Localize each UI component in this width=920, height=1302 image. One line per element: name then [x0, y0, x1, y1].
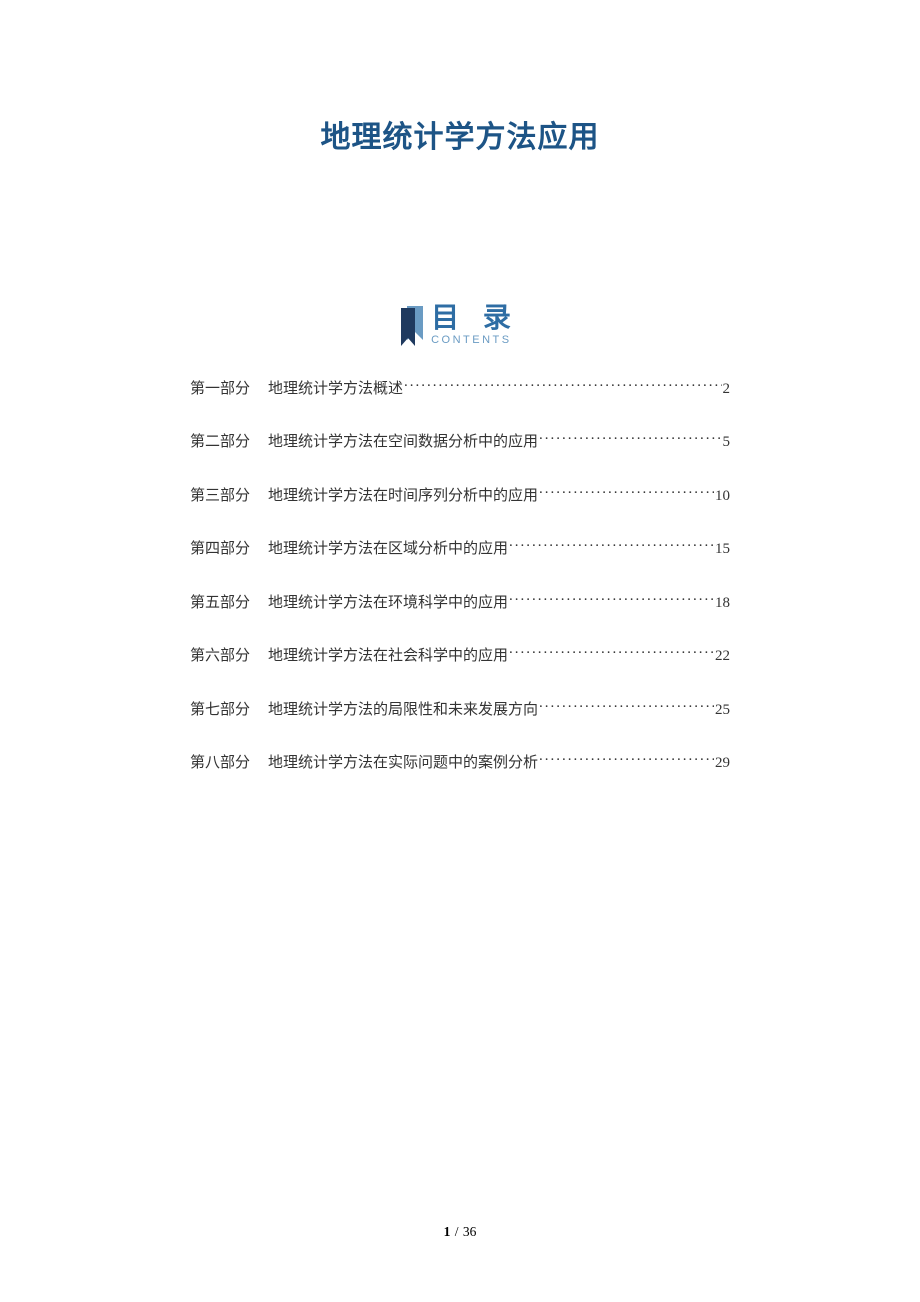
toc-leader-dots: [509, 537, 714, 554]
toc-part-label: 第七部分: [190, 700, 250, 721]
toc-row[interactable]: 第六部分地理统计学方法在社会科学中的应用 22: [190, 644, 730, 668]
document-title: 地理统计学方法应用: [120, 112, 800, 156]
toc-entry-title: 地理统计学方法的局限性和未来发展方向: [268, 700, 538, 721]
toc-sublabel: CONTENTS: [431, 334, 512, 346]
toc-part-label: 第三部分: [190, 486, 250, 507]
toc-bookmark-icon: [401, 306, 423, 346]
toc-row[interactable]: 第二部分地理统计学方法在空间数据分析中的应用 5: [190, 430, 730, 454]
toc-entry-title: 地理统计学方法在社会科学中的应用: [268, 646, 508, 667]
footer-current-page: 1: [444, 1224, 451, 1239]
toc-leader-dots: [404, 376, 721, 393]
toc-label-wrap: 目 录 CONTENTS: [431, 304, 519, 346]
toc-part-label: 第一部分: [190, 379, 250, 400]
toc-page-number: 22: [715, 646, 730, 667]
toc-part-label: 第二部分: [190, 432, 250, 453]
toc-entry-title: 地理统计学方法在区域分析中的应用: [268, 539, 508, 560]
toc-part-label: 第四部分: [190, 539, 250, 560]
toc-row[interactable]: 第八部分地理统计学方法在实际问题中的案例分析 29: [190, 751, 730, 775]
toc-icon-front: [401, 308, 415, 346]
toc-leader-dots: [539, 751, 714, 768]
toc-part-label: 第八部分: [190, 753, 250, 774]
toc-list: 第一部分地理统计学方法概述 2 第二部分地理统计学方法在空间数据分析中的应用 5 第三部…: [120, 376, 800, 774]
toc-label: 目 录: [431, 304, 519, 332]
toc-leader-dots: [509, 644, 714, 661]
page: 地理统计学方法应用 目 录 CONTENTS 第一部分地理统计学方法概述 2 第二部…: [0, 0, 920, 1302]
toc-entry-title: 地理统计学方法概述: [268, 379, 403, 400]
toc-row[interactable]: 第四部分地理统计学方法在区域分析中的应用 15: [190, 537, 730, 561]
toc-row[interactable]: 第一部分地理统计学方法概述 2: [190, 376, 730, 400]
toc-entry-title: 地理统计学方法在环境科学中的应用: [268, 593, 508, 614]
toc-entry-title: 地理统计学方法在实际问题中的案例分析: [268, 753, 538, 774]
toc-page-number: 2: [723, 379, 731, 400]
toc-header: 目 录 CONTENTS: [120, 304, 800, 346]
toc-page-number: 15: [715, 539, 730, 560]
toc-row[interactable]: 第五部分地理统计学方法在环境科学中的应用 18: [190, 590, 730, 614]
toc-part-label: 第六部分: [190, 646, 250, 667]
footer-separator: /: [455, 1224, 459, 1239]
toc-row[interactable]: 第三部分地理统计学方法在时间序列分析中的应用 10: [190, 483, 730, 507]
toc-entry-title: 地理统计学方法在空间数据分析中的应用: [268, 432, 538, 453]
footer-total-pages: 36: [463, 1224, 477, 1239]
toc-leader-dots: [539, 483, 714, 500]
toc-part-label: 第五部分: [190, 593, 250, 614]
page-footer: 1 / 36: [0, 1224, 920, 1240]
toc-leader-dots: [539, 430, 721, 447]
toc-entry-title: 地理统计学方法在时间序列分析中的应用: [268, 486, 538, 507]
toc-page-number: 18: [715, 593, 730, 614]
toc-page-number: 10: [715, 486, 730, 507]
toc-leader-dots: [509, 590, 714, 607]
toc-leader-dots: [539, 697, 714, 714]
toc-page-number: 5: [723, 432, 731, 453]
toc-page-number: 25: [715, 700, 730, 721]
toc-page-number: 29: [715, 753, 730, 774]
toc-row[interactable]: 第七部分地理统计学方法的局限性和未来发展方向 25: [190, 697, 730, 721]
